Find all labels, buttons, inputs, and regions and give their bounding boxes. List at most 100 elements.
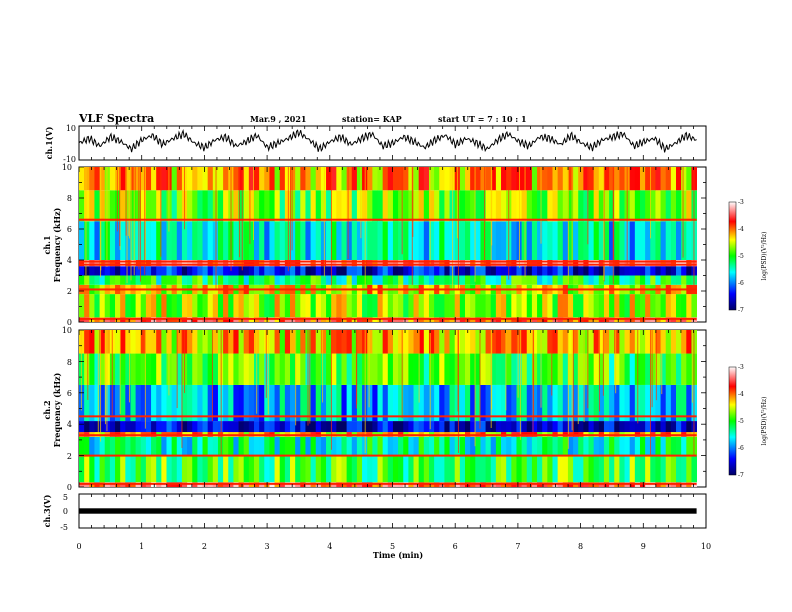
spectrogram-cell: [79, 436, 85, 456]
spectrogram-cell: [449, 384, 456, 422]
spectrogram-cell: [295, 294, 301, 318]
spectrogram-cell: [665, 190, 672, 222]
spectrogram-cell: [295, 455, 301, 483]
xtick-7: 7: [515, 542, 520, 551]
spectrogram-cell: [387, 330, 394, 354]
spectrogram-cell: [449, 436, 456, 456]
spectrogram-cell: [326, 190, 332, 222]
spectrogram-cell: [681, 275, 687, 285]
spectrogram-cell: [320, 221, 327, 260]
spectrogram-cell: [593, 190, 600, 222]
spectrogram-cell: [439, 436, 445, 456]
spectrogram-cell: [506, 455, 512, 483]
spectrogram-cell: [691, 455, 697, 483]
spectrogram-cell: [573, 384, 579, 422]
spectrogram-cell: [336, 455, 342, 483]
spectrogram-cell: [156, 221, 162, 260]
spectrogram-cell: [202, 266, 209, 276]
spectrogram-cell: [248, 384, 255, 422]
spectrogram-cell: [202, 421, 209, 433]
spectrogram-cell: [387, 384, 394, 422]
spectrogram-cell: [588, 190, 595, 222]
spectrogram-cell: [176, 436, 183, 456]
spectrogram-cell: [428, 353, 435, 385]
spectrogram-streak: [540, 330, 542, 408]
spectrogram-cell: [315, 353, 322, 385]
spectrogram-cell: [609, 266, 615, 276]
spectrogram-cell: [161, 455, 167, 483]
spectrogram-cell: [495, 260, 502, 267]
spectrogram-cell: [238, 167, 245, 191]
spectrogram-cell: [125, 275, 131, 285]
ch2-colorbar: -3 -4 -5 -6 -7 log(PSD)(V²/Hz): [728, 364, 768, 479]
spectrogram-cell: [645, 436, 651, 456]
spectrogram-cell: [228, 330, 234, 354]
spectrogram-tone-line: [79, 260, 697, 263]
spectrogram-cell: [480, 275, 486, 285]
spectrogram-cell: [686, 190, 692, 222]
spectrogram-streak: [429, 330, 431, 430]
spectrogram-cell: [408, 436, 414, 456]
spectrogram-cell: [665, 294, 672, 318]
spectrogram-cell: [413, 384, 420, 422]
spectrogram-cell: [346, 221, 353, 260]
spectrogram-cell: [238, 266, 245, 276]
spectrogram-cell: [279, 275, 286, 285]
spectrogram-cell: [485, 421, 492, 433]
spectrogram-cell: [279, 260, 286, 267]
figure-title: VLF Spectra: [78, 112, 154, 125]
spectrogram-cell: [398, 455, 404, 483]
spectrogram-cell: [181, 384, 188, 422]
spectrogram-cell: [634, 294, 641, 318]
spectrogram-cell: [490, 330, 497, 354]
spectrogram-cell: [115, 421, 121, 433]
spectrogram-cell: [490, 294, 497, 318]
spectrogram-cell: [192, 455, 198, 483]
x-axis-label: Time (min): [373, 550, 423, 560]
spectrogram-cell: [341, 353, 348, 385]
spectrogram-cell: [459, 436, 466, 456]
spectrogram-cell: [624, 353, 631, 385]
spectrogram-cell: [161, 275, 167, 285]
spectrogram-cell: [140, 294, 147, 318]
spectrogram-cell: [439, 167, 445, 191]
xtick-0: 0: [76, 542, 81, 551]
spectrogram-streak: [256, 330, 258, 414]
spectrogram-cell: [609, 260, 615, 267]
spectrogram-cell: [542, 260, 548, 267]
spectrogram-cell: [449, 353, 456, 385]
spectrogram-cell: [418, 266, 425, 276]
spectrogram-cell: [187, 384, 193, 422]
spectrogram-cell: [413, 275, 420, 285]
spectrogram-streak: [603, 167, 605, 281]
spectrogram-cell: [151, 275, 157, 285]
spectrogram-cell: [511, 190, 517, 222]
spectrogram-cell: [274, 436, 281, 456]
spectrogram-cell: [681, 167, 687, 191]
spectrogram-cell: [480, 167, 486, 191]
spectrogram-cell: [387, 167, 394, 191]
spectrogram-cell: [495, 294, 502, 318]
spectrogram-streak: [239, 167, 241, 258]
spectrogram-cell: [356, 260, 363, 267]
spectrogram-cell: [310, 167, 317, 191]
spectrogram-cell: [346, 260, 353, 267]
spectrogram-cell: [331, 221, 337, 260]
spectrogram-cell: [115, 275, 121, 285]
spectrogram-cell: [326, 455, 332, 483]
spectrogram-cell: [398, 266, 404, 276]
spectrogram-streak: [491, 330, 493, 410]
spectrogram-cell: [305, 221, 311, 260]
spectrogram-cell: [665, 260, 672, 267]
spectrogram-cell: [444, 167, 450, 191]
spectrogram-cell: [454, 294, 461, 318]
spectrogram-cell: [233, 167, 239, 191]
spectrogram-streak: [128, 167, 130, 239]
spectrogram-cell: [676, 353, 682, 385]
spectrogram-cell: [562, 421, 569, 433]
spectrogram-cell: [181, 221, 188, 260]
spectrogram-cell: [454, 384, 461, 422]
spectrogram-cell: [274, 330, 281, 354]
spectrogram-cell: [79, 266, 85, 276]
